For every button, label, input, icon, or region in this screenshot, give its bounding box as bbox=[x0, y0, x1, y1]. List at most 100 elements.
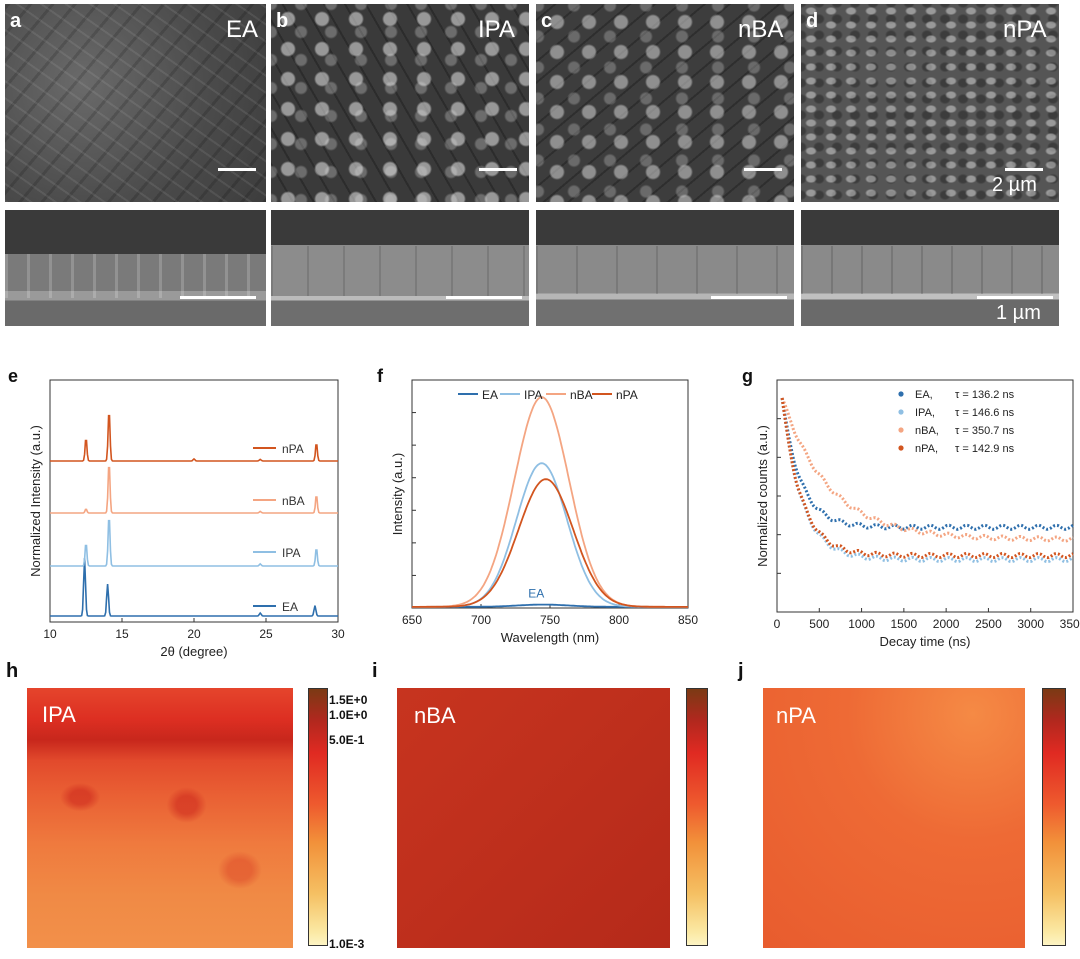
legend-label: nPA bbox=[282, 442, 304, 456]
panel-letter-i: i bbox=[372, 660, 378, 682]
y-axis-label: Intensity (a.u.) bbox=[390, 453, 405, 535]
colorbar-tick: 5.0E-1 bbox=[329, 733, 365, 747]
series-line-ipa bbox=[50, 519, 338, 567]
legend-label: nPA bbox=[616, 388, 638, 402]
series-line-nba bbox=[412, 396, 688, 608]
panel-letter-j: j bbox=[738, 660, 744, 682]
legend-label: nBA bbox=[282, 494, 305, 508]
x-tick-label: 30 bbox=[331, 627, 345, 641]
map-label-nba: nBA bbox=[414, 703, 456, 728]
legend-label: EA, bbox=[915, 389, 933, 401]
x-tick-label: 500 bbox=[809, 617, 829, 631]
legend-label: nBA bbox=[570, 388, 593, 402]
map-label-npa: nPA bbox=[776, 703, 816, 728]
panel-letter-f: f bbox=[377, 366, 384, 386]
x-tick-label: 750 bbox=[540, 613, 560, 627]
legend-marker bbox=[898, 391, 904, 397]
colorbar-tick: 1.5E+0 bbox=[329, 693, 368, 707]
sem-label-ea: EA bbox=[226, 16, 259, 43]
legend-label: nPA, bbox=[915, 443, 938, 455]
scale-bar bbox=[446, 296, 522, 299]
x-tick-label: 0 bbox=[774, 617, 781, 631]
x-tick-label: 1000 bbox=[848, 617, 875, 631]
map-nba bbox=[397, 688, 670, 948]
map-ipa bbox=[27, 688, 293, 948]
x-tick-label: 1500 bbox=[891, 617, 918, 631]
panel-letter-g: g bbox=[742, 366, 753, 386]
panel-letter-c: c bbox=[541, 10, 553, 32]
ea-annotation: EA bbox=[528, 587, 544, 601]
x-tick-label: 15 bbox=[115, 627, 129, 641]
legend-label: EA bbox=[282, 600, 298, 614]
chart-e-xrd: e 10 15 20 25 30 2θ (degree) Normalized Intens… bbox=[8, 366, 345, 659]
scale-bar bbox=[479, 168, 517, 171]
x-tick-label: 2000 bbox=[933, 617, 960, 631]
panel-letter-b: b bbox=[276, 10, 289, 32]
sem-top-npa bbox=[801, 4, 1059, 202]
x-axis-label: 2θ (degree) bbox=[160, 644, 227, 659]
legend-tau: τ = 146.6 ns bbox=[955, 407, 1015, 419]
legend-tau: τ = 350.7 ns bbox=[955, 425, 1015, 437]
sem-cross-nba bbox=[536, 210, 794, 326]
sem-cross-ea bbox=[5, 210, 266, 326]
plot-frame bbox=[411, 379, 689, 609]
x-tick-label: 2500 bbox=[975, 617, 1002, 631]
sem-cross-npa bbox=[801, 210, 1059, 326]
x-tick-label: 800 bbox=[609, 613, 629, 627]
y-axis-label: Normalized counts (a.u.) bbox=[755, 425, 770, 567]
colorbar-j bbox=[1042, 688, 1066, 946]
colorbar-i bbox=[686, 688, 708, 946]
sem-cross-ipa bbox=[271, 210, 529, 326]
legend-label: nBA, bbox=[915, 425, 939, 437]
colorbar-tick: 1.0E+0 bbox=[329, 708, 368, 722]
series-points-ipa bbox=[780, 397, 1074, 564]
series-line-npa bbox=[412, 478, 688, 608]
panel-letter-h: h bbox=[6, 660, 19, 682]
series-line-ipa bbox=[412, 462, 688, 608]
x-tick-label: 25 bbox=[259, 627, 273, 641]
panel-letter-a: a bbox=[10, 10, 22, 32]
map-npa bbox=[763, 688, 1025, 948]
x-axis-label: Decay time (ns) bbox=[879, 634, 970, 649]
scale-label-1um: 1 µm bbox=[996, 302, 1041, 324]
x-tick-label: 3000 bbox=[1017, 617, 1044, 631]
series-line-ea bbox=[50, 557, 338, 617]
chart-g-trpl: g 0 500 1000 1500 2000 2500 3000 3500 Decay time… bbox=[742, 366, 1080, 649]
sem-top-ea bbox=[5, 4, 266, 202]
x-tick-label: 650 bbox=[402, 613, 422, 627]
legend-marker bbox=[898, 427, 904, 433]
series-points-npa bbox=[780, 397, 1074, 560]
legend-tau: τ = 142.9 ns bbox=[955, 443, 1015, 455]
panel-letter-e: e bbox=[8, 366, 18, 386]
x-tick-label: 850 bbox=[678, 613, 698, 627]
legend-label: IPA bbox=[282, 546, 300, 560]
map-label-ipa: IPA bbox=[42, 702, 76, 727]
x-tick-label: 3500 bbox=[1060, 617, 1080, 631]
series-line-npa bbox=[50, 414, 338, 462]
x-tick-label: 700 bbox=[471, 613, 491, 627]
chart-f-pl: f 650 700 750 800 850 Wavelength (nm) Intensit… bbox=[377, 366, 698, 645]
colorbar-tick: 1.0E-3 bbox=[329, 937, 365, 951]
x-axis-label: Wavelength (nm) bbox=[501, 630, 600, 645]
colorbar-h bbox=[308, 688, 328, 946]
scale-bar bbox=[1005, 168, 1043, 171]
scale-bar bbox=[180, 296, 256, 299]
x-tick-label: 10 bbox=[43, 627, 57, 641]
legend-label: EA bbox=[482, 388, 498, 402]
y-axis-label: Normalized Intensity (a.u.) bbox=[28, 425, 43, 577]
legend-label: IPA, bbox=[915, 407, 935, 419]
scale-bar bbox=[218, 168, 256, 171]
series-points-nba bbox=[780, 397, 1074, 543]
legend-label: IPA bbox=[524, 388, 542, 402]
panel-letter-d: d bbox=[806, 10, 819, 32]
sem-label-nba: nBA bbox=[738, 16, 784, 43]
series-line-nba bbox=[50, 466, 338, 514]
legend-tau: τ = 136.2 ns bbox=[955, 389, 1015, 401]
scale-label-2um: 2 µm bbox=[992, 174, 1037, 196]
legend-marker bbox=[898, 445, 904, 451]
x-tick-label: 20 bbox=[187, 627, 201, 641]
scale-bar bbox=[977, 296, 1053, 299]
sem-label-ipa: IPA bbox=[478, 16, 515, 43]
scale-bar bbox=[744, 168, 782, 171]
legend-marker bbox=[898, 409, 904, 415]
